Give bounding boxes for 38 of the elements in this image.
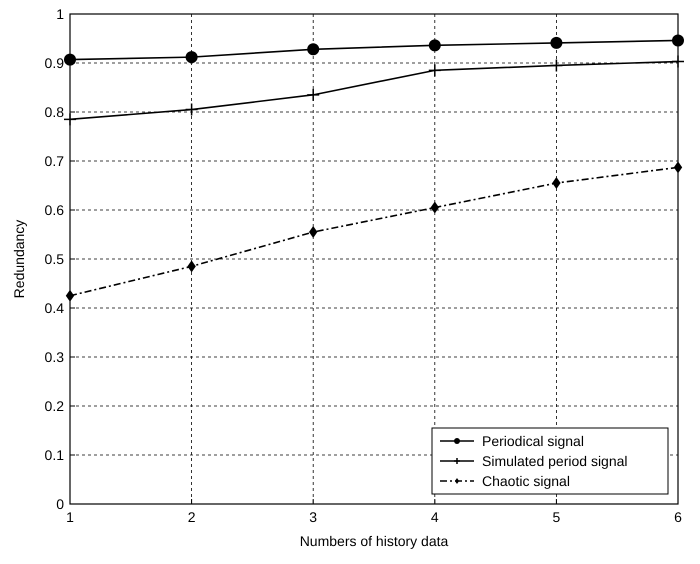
legend-label: Chaotic signal [482, 473, 570, 489]
y-axis-title: Redundancy [11, 220, 27, 298]
point [184, 102, 198, 116]
y-tick-label: 0.8 [44, 104, 64, 120]
x-tick-label: 2 [188, 509, 196, 525]
point [672, 34, 684, 46]
legend-label: Simulated period signal [482, 453, 628, 469]
y-tick-label: 0.2 [44, 398, 64, 414]
x-tick-label: 4 [430, 509, 439, 525]
x-tick-label: 1 [66, 509, 74, 525]
x-tick-label: 3 [309, 509, 318, 525]
x-tick-label: 6 [674, 509, 682, 525]
point [186, 51, 198, 64]
y-tick-label: 0.9 [44, 55, 64, 71]
point [552, 177, 561, 190]
point [187, 260, 196, 272]
point [428, 39, 441, 52]
point [64, 54, 76, 66]
point [674, 161, 682, 174]
y-tick-label: 0.4 [44, 300, 64, 316]
y-tick-label: 1 [56, 6, 64, 22]
x-tick-label: 5 [552, 509, 560, 525]
point [307, 43, 320, 56]
y-tick-label: 0.3 [44, 349, 64, 365]
y-tick-label: 0 [56, 496, 64, 512]
point [63, 112, 77, 126]
x-axis-title: Numbers of history data [300, 533, 449, 549]
y-tick-label: 0.7 [44, 153, 64, 169]
point [550, 36, 562, 49]
point [550, 58, 564, 72]
point [671, 54, 685, 68]
y-tick-label: 0.6 [44, 202, 64, 218]
y-tick-label: 0.1 [44, 447, 64, 463]
point [428, 64, 442, 78]
point [306, 88, 320, 102]
y-tick-label: 0.5 [44, 251, 64, 267]
legend-label: Periodical signal [482, 433, 584, 449]
point [66, 290, 74, 302]
